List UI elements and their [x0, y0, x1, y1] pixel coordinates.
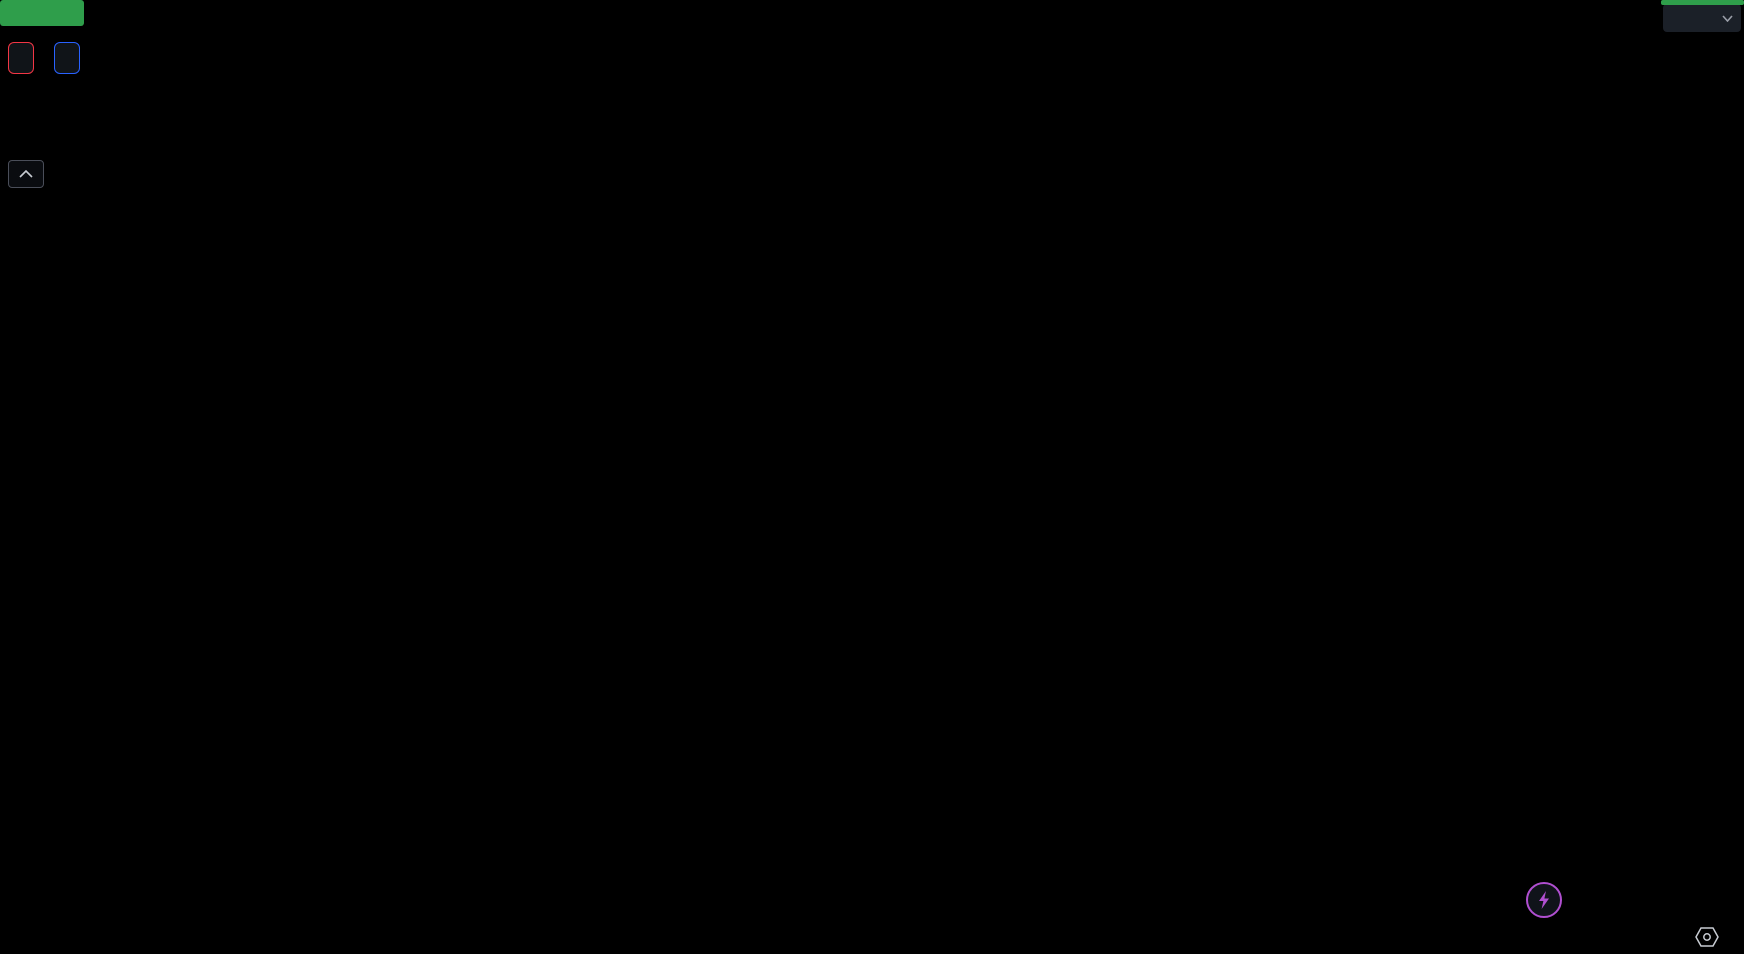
- buy-ask-button[interactable]: [54, 42, 80, 74]
- ohlc-readout: [537, 8, 581, 25]
- quote-panel: [8, 42, 80, 74]
- lightning-icon: [1539, 891, 1549, 909]
- chevron-up-icon: [19, 170, 33, 178]
- currency-selector[interactable]: [1663, 4, 1741, 32]
- scale-settings-button[interactable]: [1694, 925, 1720, 954]
- ema200-legend: [7, 125, 17, 142]
- time-axis[interactable]: [0, 917, 1661, 953]
- symbol-price-label: [0, 0, 84, 26]
- chevron-down-icon: [1722, 14, 1733, 22]
- collapse-legend-button[interactable]: [8, 160, 44, 188]
- sell-bid-button[interactable]: [8, 42, 34, 74]
- current-price-badge: [1661, 0, 1744, 5]
- hexagon-settings-icon: [1695, 927, 1719, 947]
- ema50-legend: [7, 93, 17, 110]
- quick-trade-button[interactable]: [1526, 882, 1562, 918]
